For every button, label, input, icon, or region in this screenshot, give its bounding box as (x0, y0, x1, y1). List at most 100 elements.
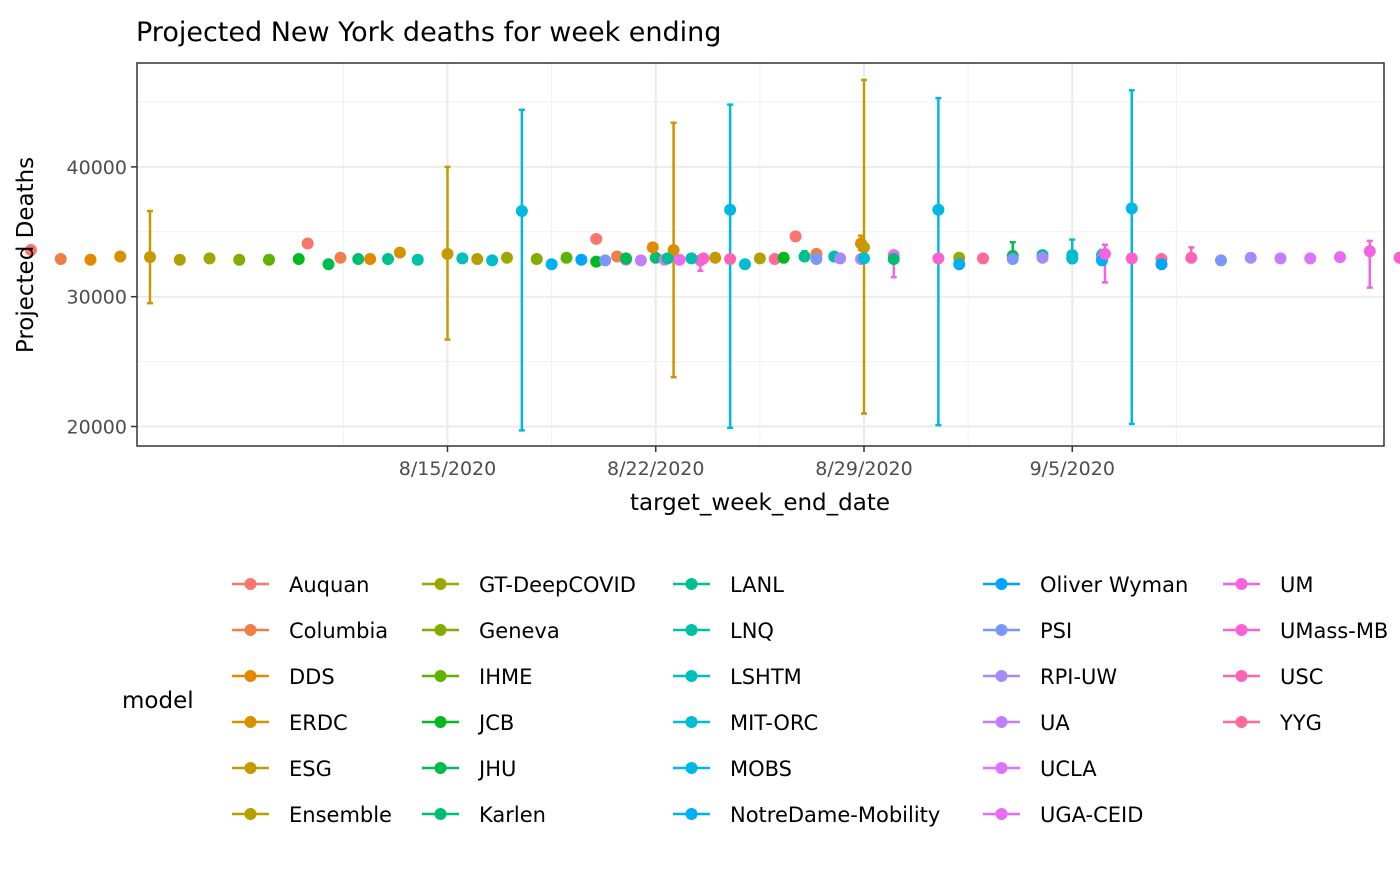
legend-label: UMass-MB (1280, 619, 1388, 643)
data-point (799, 250, 811, 262)
data-point (263, 254, 275, 266)
legend-key-point (1236, 670, 1248, 682)
legend-label: YYG (1279, 711, 1322, 735)
legend-label: USC (1280, 665, 1323, 689)
legend-key-point (245, 578, 257, 590)
legend-key-point (686, 578, 698, 590)
legend-item: MIT-ORC (673, 711, 818, 735)
legend-label: LANL (730, 573, 784, 597)
data-point (531, 253, 543, 265)
data-point (590, 233, 602, 245)
y-axis-title: Projected Deaths (13, 157, 39, 353)
data-point (1394, 252, 1400, 264)
legend-item: UCLA (983, 757, 1097, 781)
data-point (144, 251, 156, 263)
data-point (647, 241, 659, 253)
legend-key-point (686, 762, 698, 774)
data-point (1364, 245, 1376, 257)
data-point (834, 252, 846, 264)
data-point (790, 230, 802, 242)
legend-key-point (435, 716, 447, 728)
data-point (697, 252, 709, 264)
data-point (471, 253, 483, 265)
legend-key-point (996, 762, 1008, 774)
legend-label: NotreDame-Mobility (730, 803, 940, 827)
legend-item: Auquan (232, 573, 370, 597)
data-point (724, 253, 736, 265)
legend-label: Karlen (479, 803, 546, 827)
legend-item: UMass-MB (1223, 619, 1388, 643)
legend-item: Oliver Wyman (983, 573, 1188, 597)
x-tick-label: 8/22/2020 (607, 458, 704, 480)
data-point (546, 258, 558, 270)
x-axis-title: target_week_end_date (630, 490, 890, 516)
legend-label: LNQ (730, 619, 774, 643)
data-point (412, 254, 424, 266)
data-point (858, 252, 870, 264)
legend-key-point (686, 808, 698, 820)
legend-key-point (1236, 624, 1248, 636)
legend-key-point (435, 808, 447, 820)
data-point (364, 253, 376, 265)
data-point (1185, 252, 1197, 264)
data-point (575, 254, 587, 266)
legend-key-point (245, 624, 257, 636)
legend-item: MOBS (673, 757, 792, 781)
data-point (204, 252, 216, 264)
legend-item: GT-DeepCOVID (422, 573, 636, 597)
x-tick-label: 9/5/2020 (1030, 458, 1115, 480)
legend-item: PSI (983, 619, 1072, 643)
legend-label: JHU (477, 757, 516, 781)
legend-item: Geneva (422, 619, 560, 643)
legend-label: Geneva (479, 619, 560, 643)
legend-label: MOBS (730, 757, 792, 781)
data-point (1304, 252, 1316, 264)
legend-label: ESG (289, 757, 332, 781)
y-tick-label: 20000 (67, 417, 127, 439)
legend-key-point (435, 762, 447, 774)
data-point (858, 241, 870, 253)
data-point (932, 204, 944, 216)
data-point (486, 254, 498, 266)
data-point (456, 252, 468, 264)
data-point (1245, 252, 1257, 264)
legend-item: Karlen (422, 803, 546, 827)
data-point (739, 258, 751, 270)
legend-key-point (996, 624, 1008, 636)
y-tick-label: 40000 (67, 157, 127, 179)
data-point (323, 258, 335, 270)
data-point (674, 254, 686, 266)
data-point (778, 252, 790, 264)
data-point (1215, 254, 1227, 266)
legend-item: YYG (1223, 711, 1322, 735)
data-point (635, 254, 647, 266)
data-point (1126, 252, 1138, 264)
data-point (888, 253, 900, 265)
data-point (334, 252, 346, 264)
data-point (1275, 252, 1287, 264)
legend-item: JHU (422, 757, 516, 781)
data-point (293, 253, 305, 265)
legend-item: UM (1223, 573, 1314, 597)
legend-label: DDS (289, 665, 335, 689)
legend-key-point (245, 670, 257, 682)
legend-label: UA (1040, 711, 1070, 735)
legend-item: LANL (673, 573, 784, 597)
legend-key-point (686, 716, 698, 728)
legend: AuquanColumbiaDDSERDCESGEnsembleGT-DeepC… (232, 573, 1388, 827)
legend-key-point (1236, 716, 1248, 728)
legend-label: Columbia (289, 619, 388, 643)
legend-item: IHME (422, 665, 532, 689)
legend-item: Columbia (232, 619, 388, 643)
legend-item: UGA-CEID (983, 803, 1143, 827)
legend-key-point (435, 578, 447, 590)
legend-label: GT-DeepCOVID (479, 573, 636, 597)
legend-label: LSHTM (730, 665, 802, 689)
data-point (1007, 253, 1019, 265)
legend-label: Oliver Wyman (1040, 573, 1188, 597)
legend-key-point (245, 808, 257, 820)
legend-label: MIT-ORC (730, 711, 818, 735)
legend-label: Auquan (289, 573, 370, 597)
legend-item: Ensemble (232, 803, 392, 827)
